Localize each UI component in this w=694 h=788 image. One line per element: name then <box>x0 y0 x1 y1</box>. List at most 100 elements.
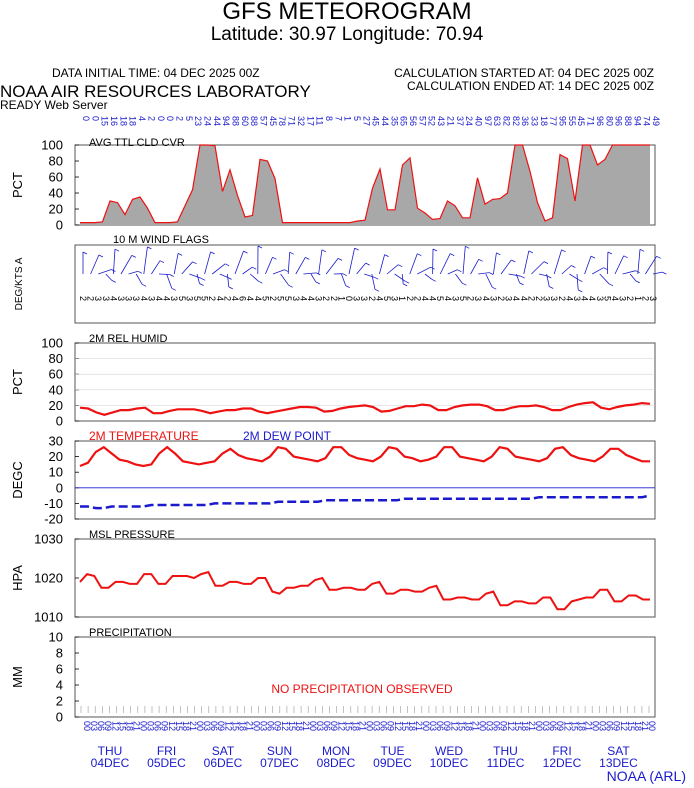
wind-barb-flag <box>478 258 483 262</box>
wind-barb <box>622 270 636 275</box>
wind-speed-label: 5 <box>602 296 612 301</box>
day-label: WED <box>435 744 463 758</box>
hour-label: 21 <box>414 721 424 731</box>
hour-label: 15 <box>626 721 636 731</box>
wind-speed-label: 3 <box>618 296 628 301</box>
wind-barb-flag <box>169 274 174 277</box>
wind-barb <box>523 250 530 275</box>
hour-label: 21 <box>640 721 650 731</box>
wind-barb-flag <box>384 254 389 257</box>
panel-title: AVG TTL CLD CVR <box>89 137 185 149</box>
y-tick-label: 60 <box>49 170 63 185</box>
wind-barb <box>196 273 200 284</box>
wind-speed-label: 4 <box>428 296 438 301</box>
wind-barb <box>417 266 431 275</box>
hour-label: 12 <box>506 721 516 731</box>
wind-barb-flag <box>635 280 640 284</box>
wind-speed-label: 4 <box>306 296 316 301</box>
hour-label: 18 <box>633 721 643 731</box>
y-tick-label: 100 <box>41 336 63 351</box>
wind-barb-flag <box>462 282 467 286</box>
hour-label: 15 <box>569 721 579 731</box>
wind-barb <box>303 272 317 275</box>
wind-barb-flag <box>243 250 248 254</box>
y-tick-label: 10 <box>49 465 63 480</box>
y-tick-label: 1020 <box>34 571 63 586</box>
wind-barb <box>531 261 545 275</box>
y-axis-label: MM <box>10 666 25 688</box>
date-label: 09DEC <box>373 756 412 770</box>
calculation-started: CALCULATION STARTED AT: 04 DEC 2025 00Z <box>394 66 654 80</box>
wind-barb-flag <box>342 273 347 277</box>
cloud-top-label: 45 <box>371 116 381 126</box>
hour-label: 06 <box>435 721 445 731</box>
y-tick-label: 20 <box>49 398 63 413</box>
cloud-top-label: 37 <box>455 116 465 126</box>
y-axis-label: PCT <box>10 369 25 395</box>
wind-barb <box>272 269 285 275</box>
cloud-top-label: 95 <box>558 116 568 126</box>
wind-barb <box>485 273 493 288</box>
hour-label: 06 <box>605 721 615 731</box>
y-tick-label: 0 <box>56 218 63 233</box>
wind-barb <box>151 260 161 275</box>
hour-label: 06 <box>492 721 502 731</box>
panel-2: DEG/KTS A <box>14 244 656 324</box>
hour-label: 21 <box>357 721 367 731</box>
hour-label: 12 <box>167 721 177 731</box>
wind-barb-flag <box>192 261 197 265</box>
y-tick-label: -10 <box>44 496 63 511</box>
date-label: 12DEC <box>543 756 582 770</box>
cloud-top-label: 77 <box>548 116 558 126</box>
wind-barb <box>371 273 376 290</box>
hour-label: 03 <box>541 721 551 731</box>
hour-label: 21 <box>470 721 480 731</box>
wind-barb <box>614 255 625 275</box>
cloud-top-label: 45 <box>576 116 586 126</box>
wind-barb-flag <box>511 259 516 263</box>
panel-frame <box>74 636 656 718</box>
wind-speed-label: 0 <box>344 296 354 301</box>
hour-label: 18 <box>463 721 473 731</box>
panel-5: HPA 1010 1020 1030 <box>10 532 656 625</box>
wind-barb <box>515 273 520 284</box>
hour-label: 18 <box>350 721 360 731</box>
y-axis-label: PCT <box>10 172 25 198</box>
wind-barb <box>265 257 273 275</box>
wind-barb-flag <box>252 266 257 270</box>
calculation-ended: CALCULATION ENDED AT: 14 DEC 2025 00Z <box>407 79 654 93</box>
date-label: 06DEC <box>204 756 243 770</box>
wind-speed-label: 3 <box>116 296 126 301</box>
wind-barb-flag <box>662 271 667 275</box>
wind-barb-flag <box>608 283 614 287</box>
hour-label: 12 <box>110 721 120 731</box>
cloud-top-label: 82 <box>511 116 521 126</box>
hour-label: 00 <box>82 721 92 731</box>
y-tick-label: 30 <box>49 434 63 449</box>
hour-label: 12 <box>280 721 290 731</box>
wind-speed-label: 4 <box>580 296 590 301</box>
wind-barb-flag <box>547 275 552 279</box>
wind-barb-flag <box>403 283 408 287</box>
cloud-top-label: 24 <box>203 116 213 126</box>
location-subtitle: Latitude: 30.97 Longitude: 70.94 <box>210 24 484 45</box>
hour-label: 09 <box>499 721 509 731</box>
hour-label: 12 <box>223 721 233 731</box>
wind-barb-flag <box>147 246 152 250</box>
cloud-top-label: 88 <box>231 116 241 126</box>
wind-barb <box>120 255 133 275</box>
wind-barb <box>455 273 463 284</box>
wind-speed-label: 3 <box>542 296 552 301</box>
hour-label: 15 <box>513 721 523 731</box>
wind-barb-flag <box>171 287 176 291</box>
wind-barb <box>105 273 113 281</box>
cloud-top-label: 24 <box>464 116 474 126</box>
dew-point-line <box>80 494 651 510</box>
hour-label: 18 <box>181 721 191 731</box>
date-label: 11DEC <box>487 756 525 770</box>
wind-barb-flag <box>432 248 438 252</box>
wind-barb <box>173 253 179 275</box>
wind-speed-label: 5 <box>382 296 392 301</box>
